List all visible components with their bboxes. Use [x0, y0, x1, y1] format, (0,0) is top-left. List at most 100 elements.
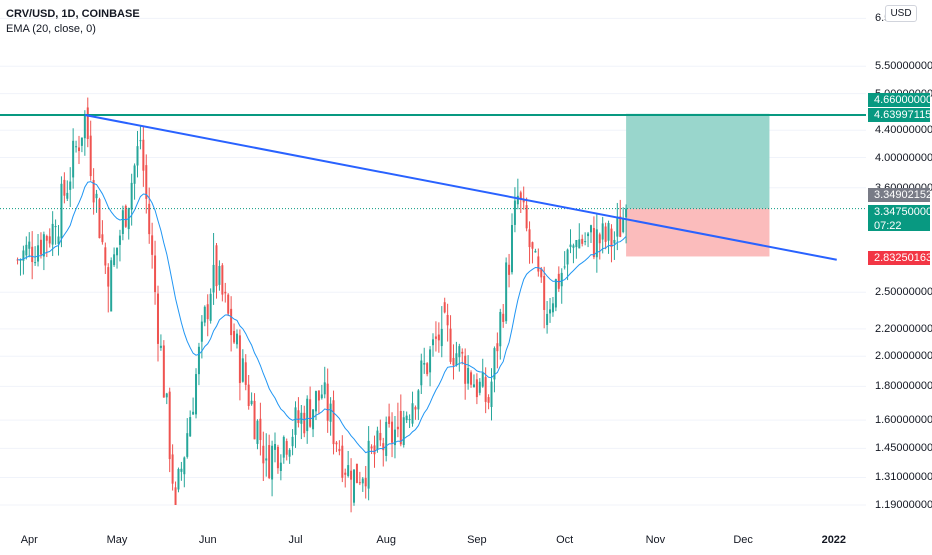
time-tick-label: May — [106, 534, 128, 546]
trendline — [84, 114, 837, 261]
candle-body — [604, 226, 607, 242]
candle-body — [563, 266, 566, 268]
candle-body — [303, 412, 306, 434]
candle-body — [136, 146, 139, 166]
candle-body — [271, 445, 274, 480]
currency-button[interactable]: USD — [885, 5, 917, 22]
candle-body — [543, 275, 546, 310]
candle-body — [393, 429, 396, 446]
candle-body — [186, 433, 189, 457]
candle-body — [69, 181, 72, 190]
candle-body — [265, 458, 268, 461]
price-tick-label: 1.45000000 — [875, 442, 932, 455]
candle-body — [312, 409, 315, 430]
candle-body — [95, 193, 98, 199]
candle-body — [396, 426, 399, 430]
candle-body — [587, 233, 590, 237]
candle-body — [110, 260, 113, 312]
candle-body — [399, 410, 402, 445]
candle-body — [461, 351, 464, 354]
symbol-title[interactable]: CRV/USD, 1D, COINBASE — [6, 8, 140, 20]
candle-body — [484, 377, 487, 402]
candle-body — [244, 362, 247, 385]
resistance-price-tag: 4.63997115 — [868, 108, 931, 122]
candle-body — [601, 223, 604, 240]
candle-body — [440, 328, 443, 347]
price-tick-label: 2.20000000 — [875, 322, 932, 335]
candle-body — [367, 440, 370, 489]
candle-body — [177, 469, 180, 490]
candle-body — [613, 239, 616, 244]
candle-body — [516, 195, 519, 205]
candle-body — [230, 308, 233, 336]
candle-body — [192, 411, 195, 415]
candle-body — [437, 334, 440, 341]
candle-body — [493, 348, 496, 380]
candle-body — [373, 445, 376, 455]
candle-body — [268, 445, 271, 478]
candle-body — [411, 403, 414, 424]
candle-body — [215, 245, 218, 287]
candle-body — [317, 390, 320, 401]
candle-body — [113, 254, 116, 266]
candle-body — [253, 400, 256, 440]
candle-body — [364, 477, 367, 487]
candle-body — [227, 294, 230, 314]
high-marker-price-tag: 3.34902152 — [868, 188, 932, 202]
candle-body — [142, 139, 145, 171]
candle-body — [589, 225, 592, 233]
time-tick-label: Sep — [467, 534, 487, 546]
time-tick-label: Oct — [556, 534, 574, 546]
candle-body — [429, 349, 432, 373]
candle-body — [434, 336, 437, 339]
bar-countdown: 07:22 — [874, 220, 902, 232]
candle-body — [241, 358, 244, 382]
candle-body — [569, 244, 572, 248]
candle-body — [77, 147, 80, 152]
candle-body — [502, 313, 505, 322]
candle-body — [145, 165, 148, 199]
candle-body — [478, 381, 481, 393]
candle-body — [25, 244, 28, 256]
candle-body — [382, 443, 385, 451]
ema-indicator-label[interactable]: EMA (20, close, 0) — [6, 23, 96, 35]
candle-body — [610, 228, 613, 248]
candle-body — [218, 266, 221, 285]
candle-body — [63, 179, 66, 196]
candle-body — [572, 245, 575, 248]
candle-body — [402, 417, 405, 445]
candle-body — [405, 415, 408, 421]
candle-body — [323, 382, 326, 395]
time-axis[interactable]: Apr May Jun Jul Aug Sep Oct Nov Dec 2022 — [0, 528, 866, 550]
price-tick-label: 2.00000000 — [875, 350, 932, 363]
candle-body — [285, 441, 288, 455]
candle-body — [551, 303, 554, 313]
candle-body — [595, 229, 598, 258]
candle-body — [490, 381, 493, 408]
candle-body — [42, 234, 45, 257]
candle-body — [83, 115, 86, 139]
candle-body — [546, 313, 549, 326]
candle-body — [452, 357, 455, 366]
candle-body — [464, 355, 467, 384]
candle-body — [57, 236, 60, 245]
candle-body — [455, 353, 458, 365]
candle-body — [335, 442, 338, 445]
candle-body — [159, 345, 162, 348]
candle-body — [203, 306, 206, 323]
price-tick-label: 4.00000000 — [875, 151, 932, 164]
last-price-value: 3.34750000 — [874, 206, 932, 218]
candle-body — [534, 250, 537, 253]
candle-body — [481, 372, 484, 387]
candle-body — [355, 463, 358, 483]
stop-price-tag: 2.83250163 — [868, 251, 932, 265]
candle-body — [347, 465, 350, 476]
candle-body — [276, 446, 279, 469]
candle-body — [391, 421, 394, 443]
candle-body — [607, 223, 610, 241]
candle-body — [51, 223, 54, 245]
price-tick-label: 1.31000000 — [875, 471, 932, 484]
candle-body — [581, 238, 584, 244]
